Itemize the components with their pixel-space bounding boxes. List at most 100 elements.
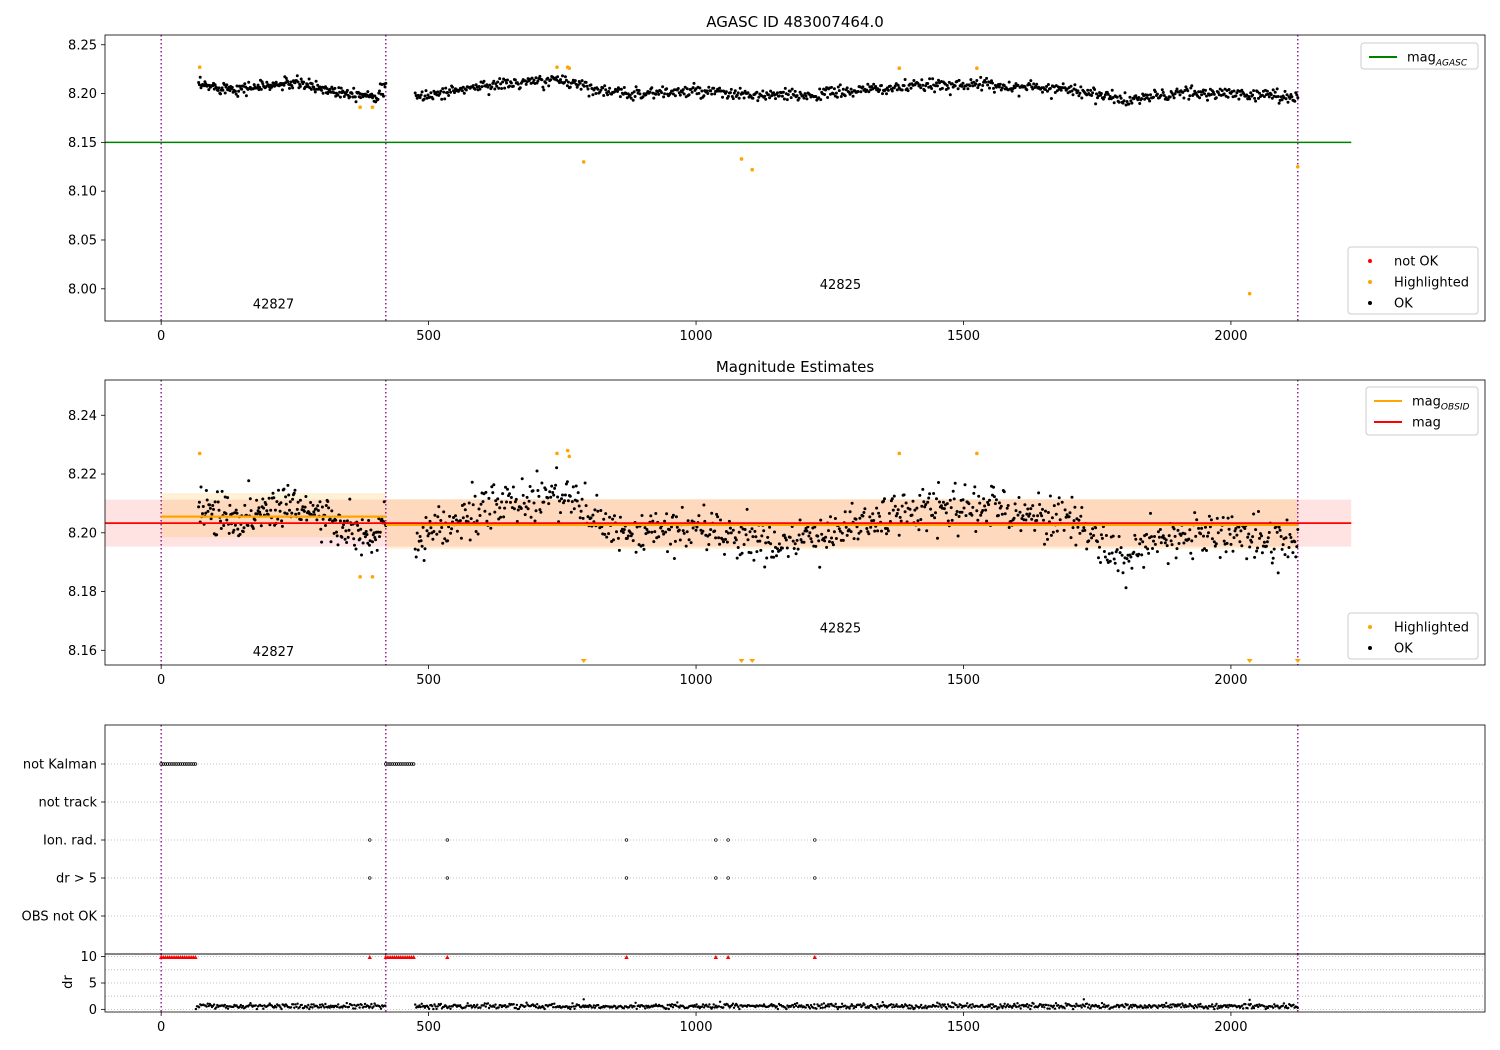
- ok-point: [1275, 87, 1279, 91]
- ok-point: [1100, 536, 1104, 540]
- dr-point: [1215, 1002, 1218, 1006]
- dr-point: [1183, 1006, 1186, 1009]
- ok-point: [1099, 92, 1103, 95]
- ok-point: [1280, 547, 1284, 551]
- ok-point: [470, 480, 474, 484]
- ok-point: [1245, 557, 1249, 561]
- dr-point: [308, 1007, 311, 1011]
- ok-point: [1161, 91, 1165, 94]
- dr-point: [448, 1005, 451, 1008]
- ok-point: [671, 92, 675, 96]
- ok-point: [1016, 513, 1020, 517]
- dr-point: [969, 1003, 972, 1006]
- ok-point: [440, 526, 444, 529]
- ok-point: [975, 79, 979, 82]
- dr-point: [1016, 1002, 1019, 1005]
- ok-point: [238, 84, 242, 88]
- ok-point: [702, 503, 706, 507]
- ok-point: [261, 497, 265, 501]
- ok-point: [643, 526, 647, 530]
- ok-point: [1290, 95, 1294, 99]
- ok-point: [972, 80, 976, 84]
- ok-point: [233, 511, 237, 515]
- dr-point: [1187, 1005, 1190, 1008]
- ok-point: [328, 517, 332, 521]
- ok-point: [1205, 549, 1208, 552]
- ok-point: [471, 84, 475, 88]
- ok-point: [662, 95, 666, 99]
- ok-point: [262, 506, 266, 510]
- ok-point: [282, 83, 286, 87]
- ok-point: [672, 557, 676, 560]
- highlighted-below-axis-marker-2: [749, 659, 756, 663]
- dr-clipped-markers: [158, 955, 817, 959]
- flag-mark: [405, 762, 409, 766]
- ok-point: [215, 86, 219, 90]
- ok-point: [793, 89, 797, 93]
- ok-point: [776, 91, 779, 95]
- ok-point: [283, 511, 287, 515]
- ok-point: [1025, 88, 1029, 92]
- ok-point: [607, 532, 611, 536]
- ok-point: [999, 504, 1003, 508]
- ok-point: [328, 87, 332, 91]
- ok-point: [900, 88, 904, 92]
- ok-point: [359, 527, 363, 531]
- ok-point: [446, 539, 450, 543]
- ok-point: [475, 519, 479, 523]
- dr-point: [216, 1003, 219, 1007]
- dr-point: [731, 1002, 735, 1005]
- ok-point: [694, 87, 698, 91]
- ok-point: [878, 88, 882, 92]
- ok-point: [777, 542, 781, 546]
- ok-point: [1227, 88, 1231, 91]
- dr-point: [1252, 1006, 1256, 1010]
- ok-point: [1070, 89, 1074, 93]
- dr-point: [951, 1001, 954, 1004]
- ok-point: [990, 79, 993, 83]
- dr-point: [795, 1002, 799, 1005]
- dr-point: [370, 1002, 373, 1006]
- dr-point: [1175, 1005, 1179, 1008]
- ok-point: [1251, 93, 1255, 97]
- ok-point: [1115, 548, 1119, 552]
- ok-point: [651, 519, 655, 523]
- dr-point: [419, 1005, 422, 1009]
- dr-point: [1198, 1005, 1201, 1008]
- ok-point: [849, 87, 853, 91]
- ok-point: [1000, 512, 1004, 516]
- ok-point: [571, 485, 575, 489]
- ok-point: [197, 81, 201, 84]
- ok-point: [612, 538, 615, 542]
- ok-point: [238, 532, 242, 536]
- ok-point: [497, 86, 501, 90]
- dr-point: [775, 1005, 778, 1008]
- ok-point: [697, 514, 701, 518]
- ok-point: [1130, 566, 1134, 570]
- ok-point: [927, 496, 931, 500]
- ok-point: [1269, 550, 1273, 554]
- ok-point: [735, 556, 739, 560]
- ok-point: [1295, 93, 1299, 97]
- ok-point: [817, 96, 821, 100]
- ok-point: [285, 512, 289, 516]
- ok-point: [320, 505, 324, 509]
- dr-point: [569, 1007, 572, 1011]
- ok-point: [436, 515, 440, 519]
- dr-point: [955, 1003, 958, 1007]
- ok-point: [429, 526, 433, 530]
- ok-point: [587, 94, 591, 98]
- ok-point: [1077, 94, 1081, 98]
- ok-point: [1082, 526, 1086, 530]
- ok-point: [1278, 528, 1282, 532]
- ok-point: [602, 94, 606, 97]
- ok-point: [1093, 88, 1097, 91]
- ok-point: [604, 512, 608, 516]
- ok-point: [236, 94, 240, 98]
- ok-point: [876, 529, 880, 533]
- ok-point: [220, 489, 224, 493]
- ok-point: [550, 484, 554, 488]
- ok-point: [1133, 533, 1137, 537]
- ok-point: [698, 86, 702, 90]
